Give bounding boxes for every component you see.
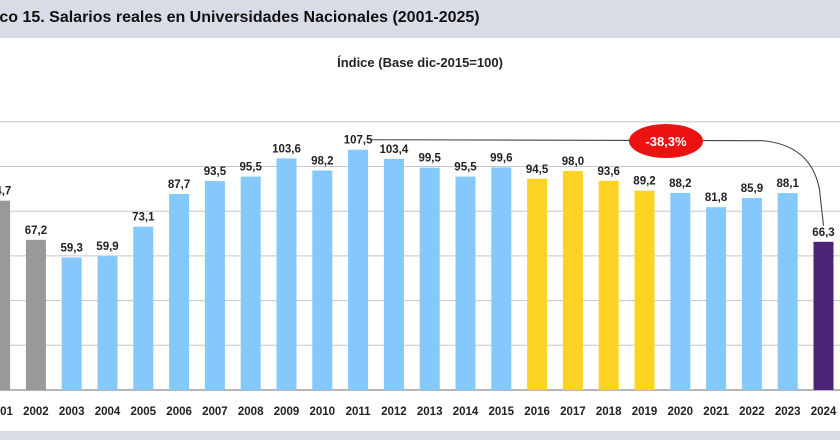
value-label-2019: 89,2 — [633, 176, 655, 188]
value-label-2006: 87,7 — [168, 179, 190, 191]
chart-subtitle: Índice (Base dic-2015=100) — [337, 55, 503, 70]
value-label-2016: 94,5 — [526, 164, 549, 176]
chart-title: Gráfico 15. Salarios reales en Universid… — [0, 9, 480, 26]
x-tick-2017: 2017 — [560, 406, 586, 418]
bar-2021 — [706, 207, 727, 390]
value-label-2023: 88,1 — [777, 178, 800, 190]
bar-2012 — [383, 158, 404, 390]
value-label-2001: 84,7 — [0, 186, 11, 198]
bar-2014 — [455, 176, 476, 390]
x-tick-2023: 2023 — [775, 406, 801, 418]
x-tick-2004: 2004 — [95, 406, 121, 418]
value-label-2022: 85,9 — [741, 183, 763, 195]
x-tick-2024: 2024 — [811, 406, 837, 418]
bar-2008 — [240, 176, 261, 390]
x-tick-2008: 2008 — [238, 406, 264, 418]
value-label-2002: 67,2 — [25, 225, 47, 237]
bar-2011 — [348, 149, 369, 390]
bar-2002 — [25, 239, 46, 390]
x-tick-2001: 2001 — [0, 406, 13, 418]
x-tick-2013: 2013 — [417, 406, 443, 418]
bar-2022 — [741, 198, 762, 390]
x-tick-2007: 2007 — [202, 406, 228, 418]
value-label-2005: 73,1 — [132, 212, 155, 224]
bar-2019 — [634, 190, 655, 390]
bottom-band — [0, 431, 840, 440]
bar-2009 — [276, 158, 297, 390]
x-tick-2003: 2003 — [59, 406, 85, 418]
x-tick-2009: 2009 — [274, 406, 300, 418]
x-tick-2012: 2012 — [381, 406, 407, 418]
x-tick-2022: 2022 — [739, 406, 765, 418]
value-label-2014: 95,5 — [454, 162, 477, 174]
x-tick-2015: 2015 — [489, 406, 515, 418]
value-label-2018: 93,6 — [598, 166, 620, 178]
bar-2024 — [813, 241, 834, 390]
value-label-2007: 93,5 — [204, 166, 227, 178]
value-label-2017: 98,0 — [562, 156, 584, 168]
value-label-2004: 59,9 — [96, 241, 118, 253]
bar-2004 — [97, 256, 118, 390]
bar-2023 — [777, 193, 798, 390]
value-label-2020: 88,2 — [669, 178, 691, 190]
bar-2020 — [670, 192, 691, 390]
bar-2003 — [61, 257, 82, 390]
x-tick-2014: 2014 — [453, 406, 479, 418]
x-tick-2019: 2019 — [632, 406, 658, 418]
value-label-2011: 107,5 — [344, 135, 373, 147]
bar-2015 — [491, 167, 512, 390]
bar-2007 — [204, 181, 225, 390]
bar-2001 — [0, 200, 11, 390]
x-tick-2020: 2020 — [668, 406, 694, 418]
bar-2010 — [312, 170, 333, 390]
x-tick-2021: 2021 — [703, 406, 729, 418]
bar-2005 — [133, 226, 154, 390]
bar-2017 — [562, 170, 583, 390]
x-tick-2005: 2005 — [131, 406, 157, 418]
x-tick-2011: 2011 — [346, 406, 372, 418]
value-label-2021: 81,8 — [705, 192, 728, 204]
bar-2006 — [169, 193, 190, 390]
value-label-2003: 59,3 — [61, 242, 83, 254]
x-tick-2006: 2006 — [166, 406, 192, 418]
value-label-2013: 99,5 — [419, 153, 442, 165]
value-label-2015: 99,6 — [490, 152, 512, 164]
annotation-connector — [372, 139, 825, 226]
bar-2018 — [598, 180, 619, 390]
x-tick-2018: 2018 — [596, 406, 622, 418]
value-label-2008: 95,5 — [240, 162, 263, 174]
value-label-2012: 103,4 — [380, 144, 409, 156]
value-label-2010: 98,2 — [311, 156, 333, 168]
change-badge — [629, 124, 703, 158]
value-label-2024: 66,3 — [812, 227, 834, 239]
x-tick-2002: 2002 — [23, 406, 49, 418]
value-label-2009: 103,6 — [272, 143, 301, 155]
x-tick-2016: 2016 — [524, 406, 550, 418]
bar-2013 — [419, 167, 440, 390]
x-tick-2010: 2010 — [310, 406, 336, 418]
change-badge-label: -38,3% — [645, 134, 687, 149]
title-bar: Gráfico 15. Salarios reales en Universid… — [0, 0, 840, 38]
bar-2016 — [527, 178, 548, 390]
